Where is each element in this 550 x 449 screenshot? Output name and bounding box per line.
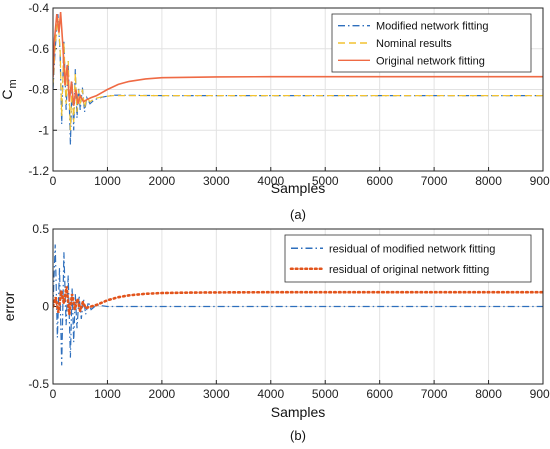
x-tick-label: 0 <box>50 174 57 188</box>
y-tick-label: -1 <box>38 123 49 137</box>
x-tick-label: 9000 <box>530 387 550 401</box>
x-tick-label: 4000 <box>257 387 284 401</box>
x-tick-label: 9000 <box>530 174 550 188</box>
x-tick-label: 6000 <box>366 387 393 401</box>
x-tick-label: 7000 <box>421 387 448 401</box>
legend: Modified network fitting Nominal results O… <box>331 13 532 73</box>
y-tick-label: -0.4 <box>28 1 49 15</box>
x-tick-label: 6000 <box>366 174 393 188</box>
y-tick-label: 0.5 <box>32 222 49 236</box>
x-tick-label: 3000 <box>203 387 230 401</box>
legend: residual of modified network fitting resi… <box>284 234 532 283</box>
legend-label: Nominal results <box>376 38 452 50</box>
panel-a: 0 1000 2000 3000 4000 5000 6000 7000 8000 9000 -1.… <box>0 1 550 222</box>
x-tick-label: 2000 <box>149 174 176 188</box>
legend-label: residual of original network fitting <box>329 264 489 276</box>
x-tick-label: 1000 <box>94 387 121 401</box>
y-tick-label: -0.5 <box>28 377 49 391</box>
x-axis-label: Samples <box>271 404 325 420</box>
x-tick-label: 1000 <box>94 174 121 188</box>
x-tick-label: 5000 <box>312 174 339 188</box>
x-tick-label: 7000 <box>421 174 448 188</box>
x-axis-label: Samples <box>271 180 325 196</box>
series-line-1 <box>53 244 543 366</box>
y-tick-label: -1.2 <box>28 164 49 178</box>
x-tick-label: 3000 <box>203 174 230 188</box>
x-tick-label: 0 <box>50 387 57 401</box>
legend-box <box>284 234 532 283</box>
y-tick-label: -0.6 <box>28 42 49 56</box>
y-axis-label: Cm <box>0 79 19 99</box>
axes-frame <box>52 7 544 172</box>
x-tick-label: 4000 <box>257 174 284 188</box>
x-tick-label: 8000 <box>475 387 502 401</box>
y-axis-label: error <box>1 291 17 321</box>
panel-caption: (a) <box>290 207 306 222</box>
series-line-2 <box>53 286 543 315</box>
x-tick-label: 8000 <box>475 174 502 188</box>
x-tick-label: 5000 <box>312 387 339 401</box>
legend-label: Original network fitting <box>376 55 485 67</box>
y-tick-label: -0.8 <box>28 83 49 97</box>
panel-b: 0 1000 2000 3000 4000 5000 6000 7000 8000 9000 -0.… <box>1 222 550 443</box>
y-tick-label: 0 <box>42 300 49 314</box>
panel-caption: (b) <box>290 428 306 443</box>
legend-label: Modified network fitting <box>376 21 489 33</box>
series-line-3 <box>53 12 543 106</box>
axes-frame <box>52 228 544 385</box>
x-tick-label: 2000 <box>149 387 176 401</box>
legend-label: residual of modified network fitting <box>329 243 495 255</box>
